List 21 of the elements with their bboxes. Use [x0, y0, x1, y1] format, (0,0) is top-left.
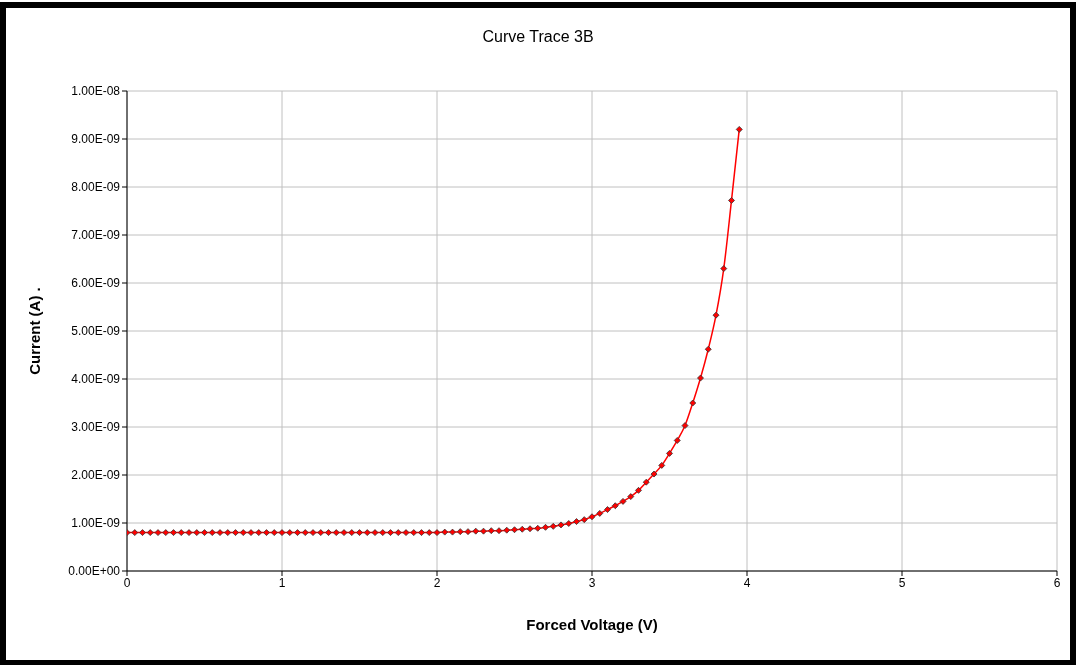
y-tick-label: 8.00E-09	[71, 180, 121, 195]
y-tick-label: 2.00E-09	[71, 468, 121, 483]
x-tick-label: 0	[123, 575, 131, 590]
y-tick-label: 1.00E-09	[71, 516, 121, 531]
y-tick-label: 6.00E-09	[71, 276, 121, 291]
x-tick-label: 4	[743, 575, 751, 590]
x-tick-label: 2	[433, 575, 441, 590]
chart-title: Curve Trace 3B	[481, 28, 595, 46]
y-tick-label: 0.00E+00	[68, 564, 121, 579]
x-tick-label: 5	[898, 575, 906, 590]
x-tick-label: 3	[588, 575, 596, 590]
y-tick-label: 1.00E-08	[71, 84, 121, 99]
y-tick-label: 7.00E-09	[71, 228, 121, 243]
y-tick-label: 9.00E-09	[71, 132, 121, 147]
x-tick-label: 1	[278, 575, 286, 590]
x-axis-title: Forced Voltage (V)	[526, 616, 658, 633]
y-tick-label: 5.00E-09	[71, 324, 121, 339]
x-tick-label: 6	[1053, 575, 1061, 590]
y-tick-label: 3.00E-09	[71, 420, 121, 435]
y-axis-title: Current (A) .	[26, 287, 44, 375]
y-tick-label: 4.00E-09	[71, 372, 121, 387]
